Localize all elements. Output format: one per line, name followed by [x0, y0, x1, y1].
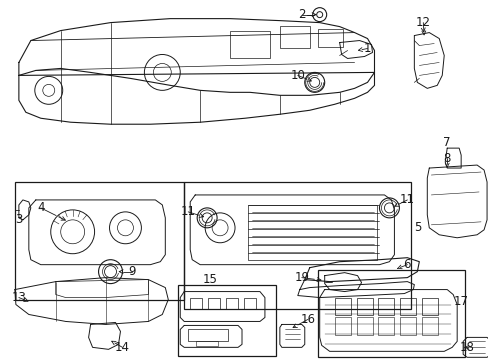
Text: 18: 18 [459, 341, 474, 354]
Text: 3: 3 [15, 213, 22, 226]
Bar [190, 298, 202, 310]
Text: 4: 4 [37, 201, 44, 215]
Text: 8: 8 [443, 152, 450, 165]
Text: 11: 11 [181, 205, 195, 219]
Text: 2: 2 [297, 8, 305, 21]
Bar [196, 341, 218, 346]
Text: 5: 5 [413, 221, 420, 234]
Bar [356, 298, 372, 315]
Text: 15: 15 [203, 273, 217, 286]
Bar [279, 26, 309, 48]
Bar [188, 329, 227, 341]
Bar [247, 205, 377, 260]
Bar [334, 298, 350, 315]
Bar [178, 285, 275, 356]
Bar [422, 318, 437, 336]
Bar [334, 318, 350, 336]
Text: 6: 6 [403, 258, 410, 271]
Text: 17: 17 [453, 295, 468, 308]
Text: 16: 16 [300, 313, 315, 326]
Text: 19: 19 [294, 271, 308, 284]
Bar [15, 182, 184, 300]
Text: 12: 12 [415, 16, 430, 29]
Bar [356, 318, 372, 336]
Text: 11: 11 [399, 193, 414, 206]
Bar [400, 298, 415, 315]
Bar [317, 270, 464, 357]
Bar [422, 298, 437, 315]
Bar [208, 298, 220, 310]
Bar [225, 298, 238, 310]
Text: 9: 9 [128, 265, 136, 278]
Bar [400, 318, 415, 336]
Bar [229, 31, 269, 58]
Bar [378, 298, 394, 315]
Bar [244, 298, 255, 310]
Text: 10: 10 [290, 69, 305, 82]
Text: 1: 1 [363, 42, 370, 55]
Bar [317, 28, 342, 46]
Text: 14: 14 [115, 341, 130, 354]
Text: 7: 7 [443, 136, 450, 149]
Bar [378, 318, 394, 336]
Text: 13: 13 [11, 291, 26, 304]
Bar [184, 182, 410, 310]
